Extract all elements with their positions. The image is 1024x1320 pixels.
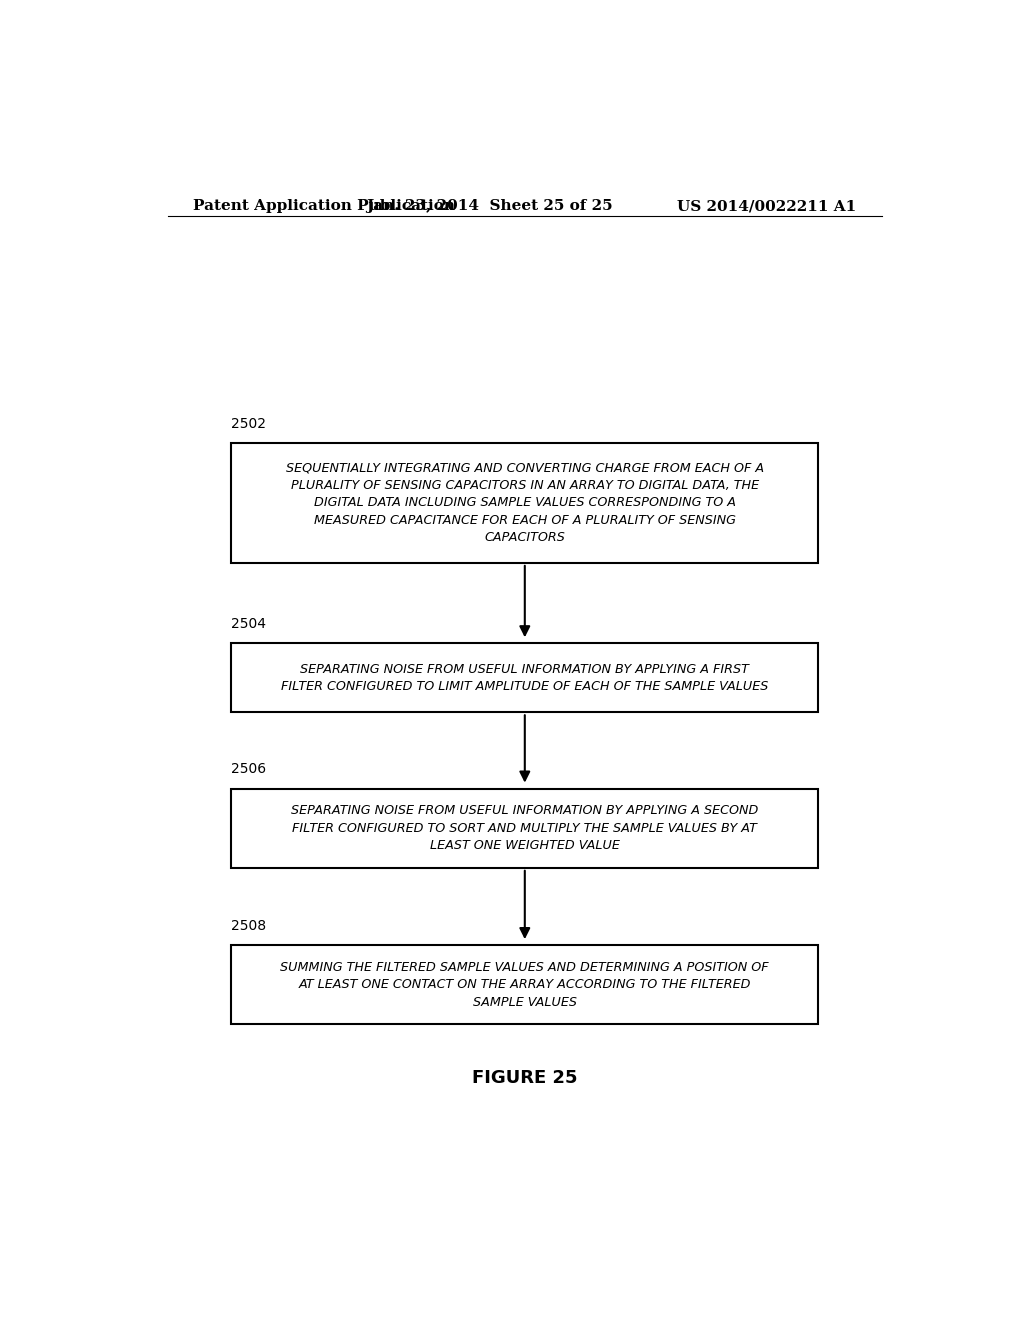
Text: Jan. 23, 2014  Sheet 25 of 25: Jan. 23, 2014 Sheet 25 of 25 xyxy=(366,199,612,213)
FancyBboxPatch shape xyxy=(231,945,818,1024)
Text: SEQUENTIALLY INTEGRATING AND CONVERTING CHARGE FROM EACH OF A
PLURALITY OF SENSI: SEQUENTIALLY INTEGRATING AND CONVERTING … xyxy=(286,462,764,544)
FancyBboxPatch shape xyxy=(231,788,818,867)
Text: 2502: 2502 xyxy=(231,417,266,430)
FancyBboxPatch shape xyxy=(231,643,818,713)
Text: 2508: 2508 xyxy=(231,919,266,933)
Text: US 2014/0022211 A1: US 2014/0022211 A1 xyxy=(677,199,856,213)
Text: 2504: 2504 xyxy=(231,616,266,631)
Text: SEPARATING NOISE FROM USEFUL INFORMATION BY APPLYING A SECOND
FILTER CONFIGURED : SEPARATING NOISE FROM USEFUL INFORMATION… xyxy=(291,804,759,853)
Text: FIGURE 25: FIGURE 25 xyxy=(472,1069,578,1088)
Text: SUMMING THE FILTERED SAMPLE VALUES AND DETERMINING A POSITION OF
AT LEAST ONE CO: SUMMING THE FILTERED SAMPLE VALUES AND D… xyxy=(281,961,769,1008)
Text: Patent Application Publication: Patent Application Publication xyxy=(194,199,455,213)
FancyBboxPatch shape xyxy=(231,444,818,562)
Text: SEPARATING NOISE FROM USEFUL INFORMATION BY APPLYING A FIRST
FILTER CONFIGURED T: SEPARATING NOISE FROM USEFUL INFORMATION… xyxy=(282,663,768,693)
Text: 2506: 2506 xyxy=(231,763,266,776)
